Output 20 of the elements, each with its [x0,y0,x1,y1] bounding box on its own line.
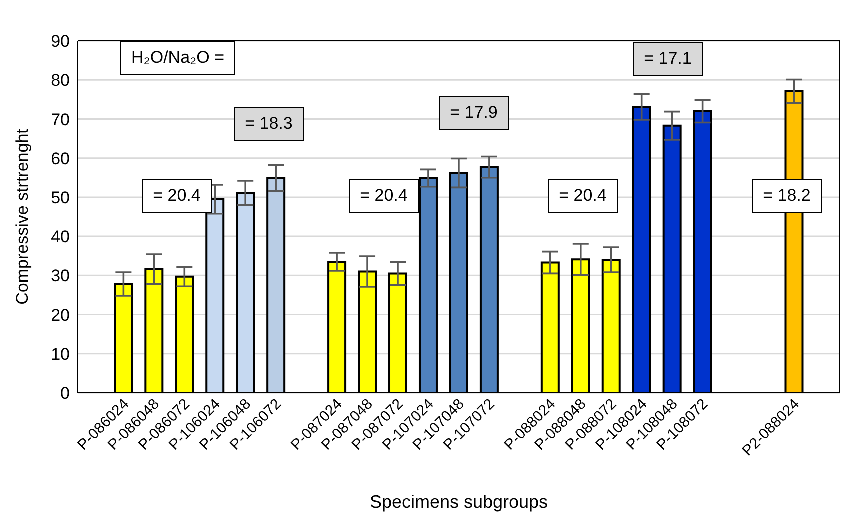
annotation: H₂O/Na₂O = [120,41,236,75]
x-axis-title: Specimens subgroups [370,492,548,512]
y-tick-label: 30 [51,266,70,286]
y-tick-label: 10 [51,344,70,364]
annotation: = 18.3 [234,107,304,141]
y-tick-label: 0 [60,384,70,404]
y-tick-label: 50 [51,188,70,208]
annotation: = 17.9 [439,96,509,130]
y-tick-label: 20 [51,306,70,325]
annotation: = 20.4 [548,179,618,213]
y-tick-label: 60 [51,149,70,168]
y-tick-label: 90 [51,32,70,52]
annotation: = 18.2 [752,179,822,213]
y-tick-label: 40 [51,228,70,247]
annotation: = 20.4 [142,179,212,213]
annotation: = 17.1 [633,42,703,76]
y-axis-title: Compressive strtrenght [13,128,32,305]
annotation: = 20.4 [349,179,419,213]
y-tick-label: 80 [51,71,70,90]
y-tick-label: 70 [51,110,70,130]
